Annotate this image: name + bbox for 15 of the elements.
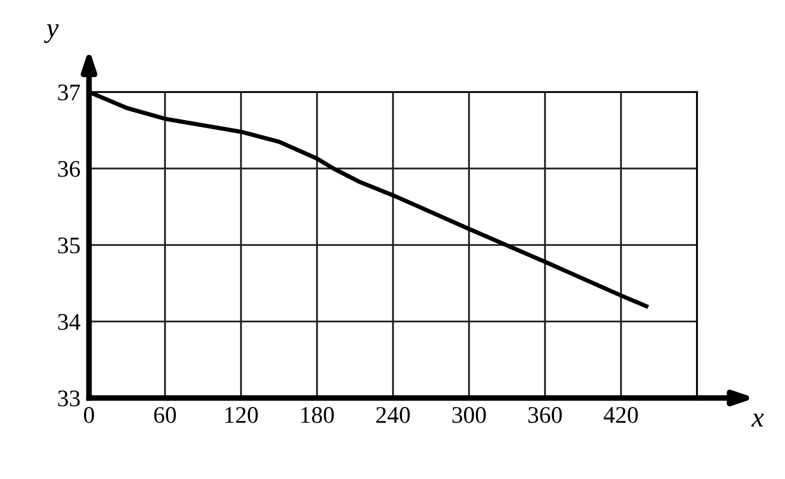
x-tick-label: 360 [528, 407, 562, 423]
x-tick-label: 180 [301, 407, 334, 423]
y-axis-title: y [44, 24, 59, 44]
x-tick-label: 120 [225, 407, 258, 423]
x-tick-label: 240 [376, 407, 410, 423]
y-tick-label: 34 [58, 314, 80, 330]
y-tick-label: 35 [58, 238, 80, 254]
x-axis-title: x [751, 414, 764, 426]
x-tick-label: 0 [84, 407, 94, 423]
x-tick-label: 420 [604, 407, 638, 423]
y-tick-label: 33 [58, 390, 80, 406]
x-tick-label: 60 [154, 407, 176, 423]
y-tick-label: 36 [58, 161, 80, 177]
y-tick-label: 37 [58, 84, 80, 100]
x-tick-label: 300 [452, 407, 486, 423]
